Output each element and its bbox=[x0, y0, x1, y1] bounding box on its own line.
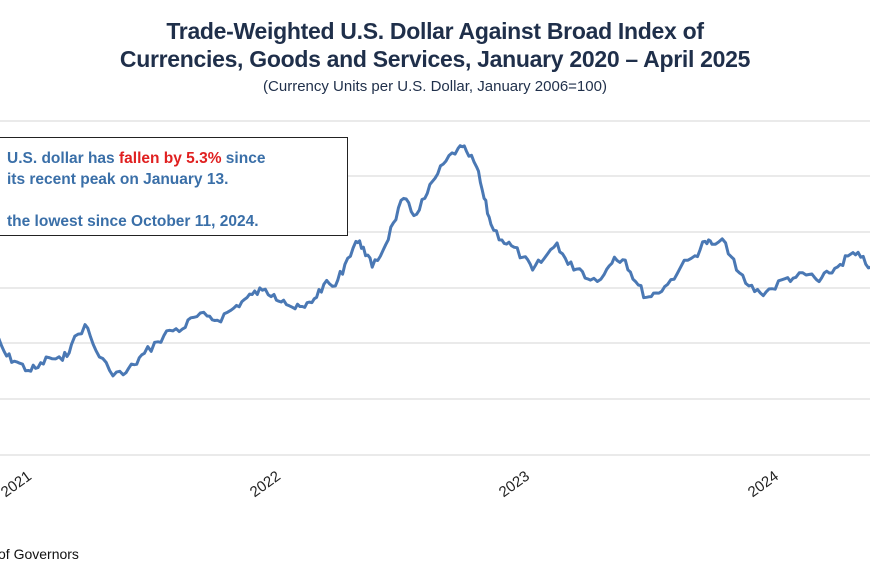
chart-subtitle: (Currency Units per U.S. Dollar, January… bbox=[263, 78, 607, 95]
x-tick-label: 2022 bbox=[247, 468, 284, 501]
annotation-line2: its recent peak on January 13. bbox=[7, 171, 229, 188]
annotation-box: U.S. dollar has fallen by 5.3% since its… bbox=[0, 137, 348, 236]
series-line bbox=[0, 144, 870, 378]
x-tick-label: 2024 bbox=[745, 468, 782, 501]
annotation-line1: U.S. dollar has fallen by 5.3% since bbox=[7, 150, 265, 168]
chart-title-line2: Currencies, Goods and Services, January … bbox=[119, 46, 751, 72]
x-axis-ticks: 2021 2022 2023 2024 bbox=[0, 468, 782, 501]
annotation-text-c: since bbox=[221, 150, 266, 167]
annotation-highlight: fallen by 5.3% bbox=[118, 150, 222, 167]
x-tick-label: 2021 bbox=[0, 468, 35, 501]
annotation-line3: the lowest since October 11, 2024. bbox=[7, 213, 259, 230]
chart-title-line1: Trade-Weighted U.S. Dollar Against Broad… bbox=[166, 18, 704, 44]
annotation-text-a: U.S. dollar has bbox=[7, 150, 119, 167]
x-tick-label: 2023 bbox=[496, 468, 533, 501]
source-note: of Governors bbox=[0, 546, 79, 562]
